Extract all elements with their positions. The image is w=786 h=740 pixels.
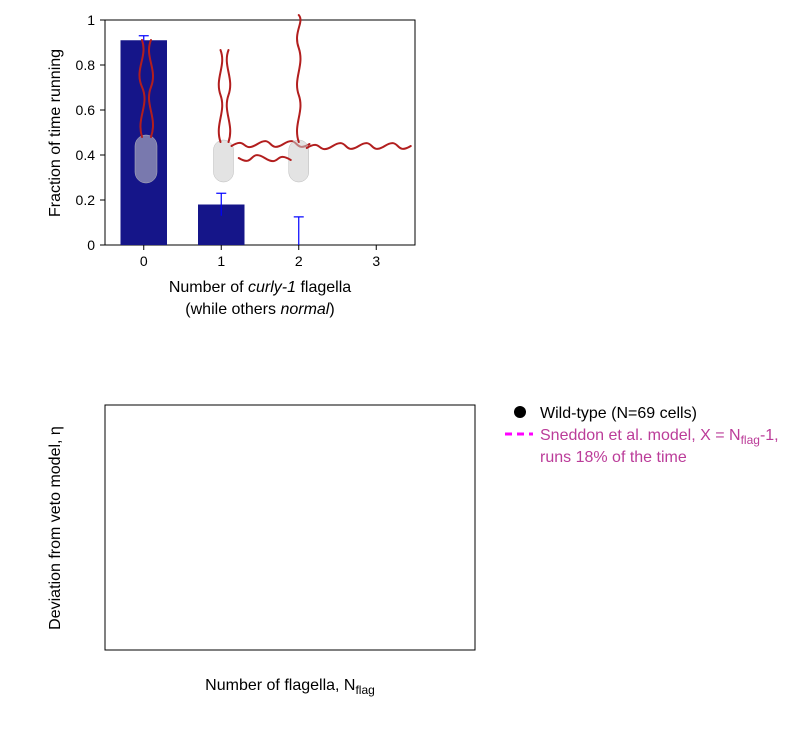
top-x-label-line2: (while others normal)	[185, 301, 334, 318]
svg-text:0.2: 0.2	[76, 192, 96, 208]
svg-text:1: 1	[87, 12, 95, 28]
bottom-y-label: Deviation from veto model, η	[47, 426, 64, 630]
top-y-ticks: 0 0.2 0.4 0.6 0.8 1	[76, 12, 105, 253]
top-x-ticks: 0 1 2 3	[140, 245, 381, 269]
top-y-label: Fraction of time running	[47, 49, 64, 217]
figure-container: 0 0.2 0.4 0.6 0.8 1 0 1 2 3	[0, 0, 786, 721]
svg-text:0.6: 0.6	[76, 102, 96, 118]
bottom-x-label: Number of flagella, Nflag	[205, 677, 375, 697]
svg-text:0: 0	[87, 237, 95, 253]
bottom-plot-box	[105, 405, 475, 650]
svg-text:3: 3	[372, 253, 380, 269]
legend-sneddon-1: Sneddon et al. model, X = Nflag-1,	[540, 427, 779, 447]
svg-text:0: 0	[140, 253, 148, 269]
legend-sneddon-2: runs 18% of the time	[540, 449, 687, 466]
top-panel: 0 0.2 0.4 0.6 0.8 1 0 1 2 3	[0, 0, 786, 360]
legend-marker-icon	[514, 406, 526, 418]
svg-text:2: 2	[295, 253, 303, 269]
legend-wildtype: Wild-type (N=69 cells)	[540, 405, 697, 422]
legend: Wild-type (N=69 cells) Sneddon et al. mo…	[505, 405, 779, 466]
svg-text:0.4: 0.4	[76, 147, 96, 163]
bottom-panel: -2-101 12345 Deviation from veto model, …	[0, 380, 786, 740]
svg-text:1: 1	[217, 253, 225, 269]
svg-text:0.8: 0.8	[76, 57, 96, 73]
top-x-label-line1: Number of curly-1 flagella	[169, 279, 351, 296]
